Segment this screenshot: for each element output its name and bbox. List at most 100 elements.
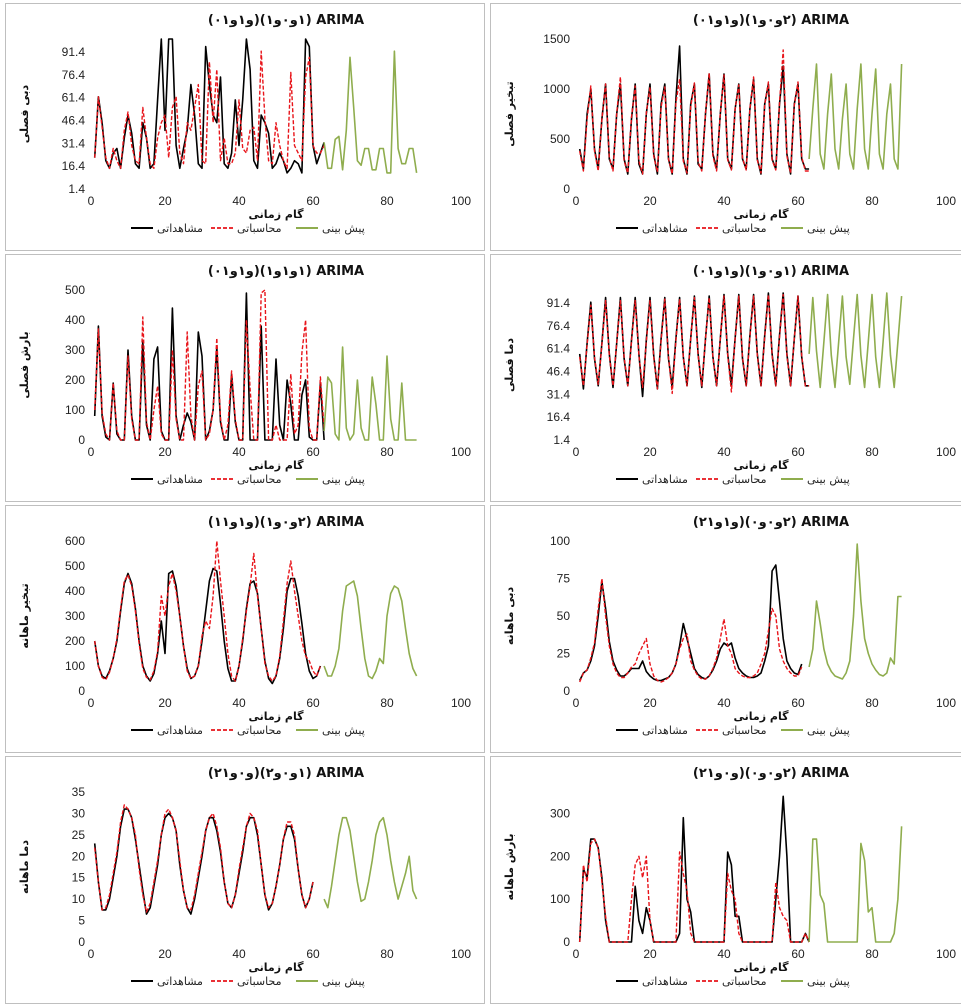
- y-tick-label: 61.4: [62, 91, 86, 105]
- x-tick-label: 60: [791, 445, 805, 459]
- x-tick-label: 80: [865, 696, 879, 710]
- legend-label-computed: محاسباتی: [237, 724, 282, 737]
- y-tick-label: 600: [65, 534, 85, 548]
- y-axis-label: تبخیر فصلی: [503, 81, 516, 146]
- chart-svg: (۰و۱و۱)(۲و۰و۱) ARIMA 0 500 1000 1500 0 20 40 60 8…: [503, 13, 956, 235]
- y-tick-label: 400: [65, 584, 85, 598]
- chart-panel-monthly-temperature: (۲و۰و۱)(۱و۰و۲) ARIMA 0 5 10 15 20 25 30 35 0 20 40 6…: [5, 756, 485, 1004]
- y-tick-label: 35: [72, 785, 86, 799]
- legend-label-observed: مشاهداتی: [157, 222, 203, 235]
- x-tick-label: 40: [232, 947, 246, 961]
- chart-panel-monthly-evaporation: (۱و۱و۱)(۲و۰و۱) ARIMA 0 100 200 300 400 500 600 0…: [5, 505, 485, 753]
- x-tick-label: 0: [88, 947, 95, 961]
- y-tick-label: 25: [72, 828, 86, 842]
- x-tick-label: 20: [643, 696, 657, 710]
- chart-title: (۲و۰و۱)(۱و۰و۲) ARIMA: [208, 766, 364, 781]
- chart-title: (۰و۱و۱)(۱و۱و۱) ARIMA: [208, 264, 364, 279]
- chart-panel-monthly-precipitation: (۲و۰و۱)(۲و۰و۰) ARIMA 0 100 200 300 0 20 40 60 80 1…: [490, 756, 961, 1004]
- series-line-forecast: [323, 816, 418, 909]
- x-tick-label: 80: [865, 445, 879, 459]
- x-axis-label: گام زمانی: [249, 710, 305, 723]
- y-tick-label: 500: [65, 559, 85, 573]
- y-tick-label: 200: [65, 634, 85, 648]
- y-tick-label: 61.4: [547, 342, 571, 356]
- chart-svg: (۰و۱و۱)(۱و۰و۱) ARIMA 1.4 16.4 31.4 46.4 61.4 7…: [18, 13, 471, 235]
- chart-title: (۲و۰و۱)(۲و۰و۰) ARIMA: [693, 766, 849, 781]
- x-tick-label: 0: [573, 947, 580, 961]
- series-line-forecast: [808, 543, 902, 680]
- x-axis-label: گام زمانی: [249, 459, 305, 472]
- y-tick-label: 0: [78, 433, 85, 447]
- legend-label-observed: مشاهداتی: [642, 473, 688, 486]
- chart-svg: (۲و۱و۱)(۲و۰و۰) ARIMA 0 25 50 75 100 0 20 40 60 80 1…: [503, 515, 956, 737]
- x-tick-label: 40: [232, 445, 246, 459]
- y-tick-label: 0: [563, 935, 570, 949]
- legend-label-forecast: پیش بینی: [322, 222, 365, 235]
- x-tick-label: 0: [88, 194, 95, 208]
- y-tick-label: 15: [72, 871, 86, 885]
- chart-svg: (۱و۱و۱)(۲و۰و۱) ARIMA 0 100 200 300 400 500 600 0…: [18, 515, 471, 737]
- y-axis-label: بارش فصلی: [18, 331, 31, 398]
- x-tick-label: 20: [643, 947, 657, 961]
- y-tick-label: 0: [563, 182, 570, 196]
- x-tick-label: 20: [158, 947, 172, 961]
- x-tick-label: 20: [643, 445, 657, 459]
- x-tick-label: 80: [380, 194, 394, 208]
- x-tick-label: 40: [717, 696, 731, 710]
- legend-label-observed: مشاهداتی: [642, 975, 688, 988]
- y-tick-label: 0: [78, 684, 85, 698]
- x-tick-label: 80: [380, 947, 394, 961]
- y-axis-label: دبی فصلی: [18, 84, 31, 143]
- x-tick-label: 100: [936, 947, 956, 961]
- x-tick-label: 60: [306, 696, 320, 710]
- y-tick-label: 400: [65, 313, 85, 327]
- series-line-computed: [579, 577, 803, 683]
- y-tick-label: 100: [550, 534, 570, 548]
- chart-title: (۰و۱و۱)(۱و۰و۱) ARIMA: [693, 264, 849, 279]
- series-line-computed: [579, 293, 810, 395]
- series-line-computed: [94, 289, 325, 441]
- series-line-computed: [579, 838, 810, 943]
- y-tick-label: 200: [65, 373, 85, 387]
- x-tick-label: 20: [643, 194, 657, 208]
- legend-label-computed: محاسباتی: [722, 473, 767, 486]
- legend-label-observed: مشاهداتی: [157, 724, 203, 737]
- x-axis-label: گام زمانی: [734, 961, 790, 974]
- y-tick-label: 500: [65, 283, 85, 297]
- y-tick-label: 0: [563, 684, 570, 698]
- x-axis-label: گام زمانی: [734, 208, 790, 221]
- x-tick-label: 20: [158, 194, 172, 208]
- legend-label-forecast: پیش بینی: [807, 724, 850, 737]
- y-tick-label: 10: [72, 892, 86, 906]
- legend-label-forecast: پیش بینی: [322, 724, 365, 737]
- chart-svg: (۰و۱و۱)(۱و۱و۱) ARIMA 0 100 200 300 400 500 0 20 4…: [18, 264, 471, 486]
- y-tick-label: 16.4: [62, 159, 86, 173]
- y-tick-label: 46.4: [62, 114, 86, 128]
- legend-label-computed: محاسباتی: [722, 724, 767, 737]
- y-tick-label: 1.4: [553, 433, 570, 447]
- x-tick-label: 60: [306, 194, 320, 208]
- chart-panel-seasonal-discharge: (۰و۱و۱)(۱و۰و۱) ARIMA 1.4 16.4 31.4 46.4 61.4 7…: [5, 3, 485, 251]
- series-line-forecast: [808, 826, 903, 943]
- series-line-forecast: [808, 292, 903, 389]
- y-tick-label: 91.4: [62, 45, 86, 59]
- series-line-observed: [93, 38, 325, 174]
- x-tick-label: 0: [573, 194, 580, 208]
- y-tick-label: 100: [65, 403, 85, 417]
- series-line-computed: [94, 540, 322, 682]
- y-tick-label: 1.4: [68, 182, 85, 196]
- legend-label-forecast: پیش بینی: [807, 222, 850, 235]
- legend-label-observed: مشاهداتی: [157, 473, 203, 486]
- y-axis-label: دبی ماهانه: [503, 587, 516, 646]
- y-tick-label: 300: [65, 343, 85, 357]
- chart-title: (۰و۱و۱)(۱و۰و۱) ARIMA: [208, 13, 364, 28]
- y-tick-label: 100: [65, 659, 85, 673]
- x-tick-label: 0: [573, 696, 580, 710]
- y-axis-label: دما ماهانه: [18, 840, 31, 894]
- series-line-computed: [94, 50, 325, 170]
- x-tick-label: 0: [573, 445, 580, 459]
- chart-panel-seasonal-temperature: (۰و۱و۱)(۱و۰و۱) ARIMA 1.4 16.4 31.4 46.4 61.4 7…: [490, 254, 961, 502]
- x-tick-label: 80: [865, 947, 879, 961]
- y-tick-label: 1500: [543, 32, 570, 46]
- x-tick-label: 60: [306, 947, 320, 961]
